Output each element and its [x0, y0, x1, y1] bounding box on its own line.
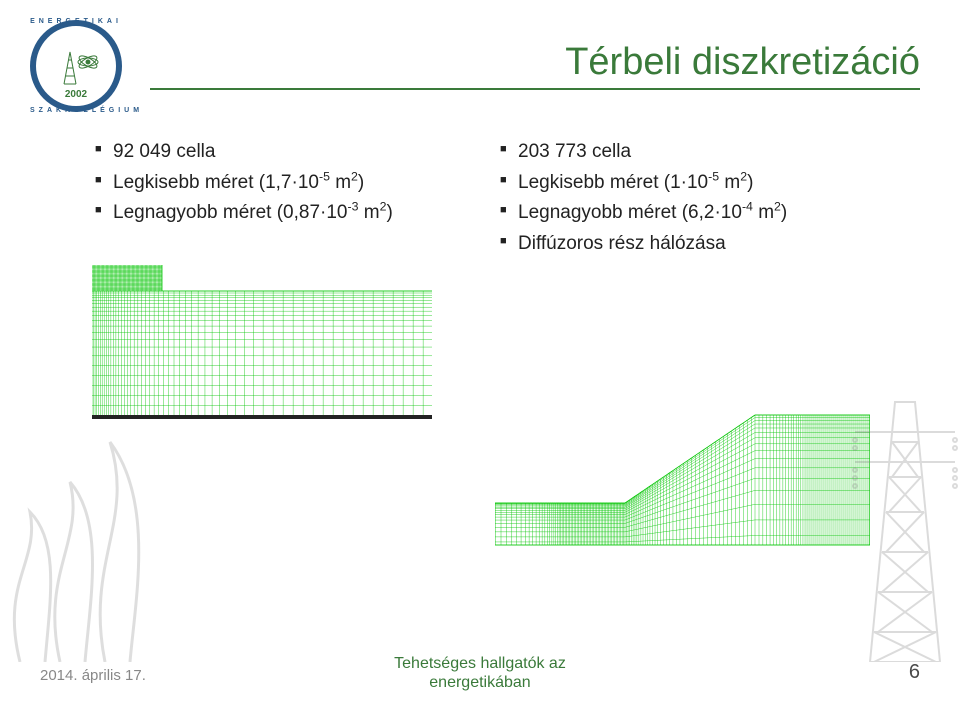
bullet-list-right: 203 773 cella Legkisebb méret (1·10-5 m2…: [500, 140, 880, 257]
bullet-column-right: 203 773 cella Legkisebb méret (1·10-5 m2…: [500, 140, 880, 263]
mesh-figure-left: [92, 265, 432, 425]
list-item: Legnagyobb méret (0,87·10-3 m2): [95, 201, 475, 226]
logo-arc-top: ENERGETIKAI: [30, 18, 122, 25]
bullet-list-left: 92 049 cella Legkisebb méret (1,7·10-5 m…: [95, 140, 475, 226]
footer-page-number: 6: [909, 661, 920, 684]
list-item: 203 773 cella: [500, 140, 880, 165]
title-row: Térbeli diszkretizáció: [150, 30, 920, 90]
logo-year: 2002: [30, 89, 122, 100]
list-item: Legkisebb méret (1,7·10-5 m2): [95, 171, 475, 196]
logo-glyph: [50, 40, 102, 92]
list-item: Legkisebb méret (1·10-5 m2): [500, 171, 880, 196]
list-item: Legnagyobb méret (6,2·10-4 m2): [500, 201, 880, 226]
org-logo: ENERGETIKAI 2002 SZAKKOLLÉGIUM: [30, 20, 122, 112]
list-item: 92 049 cella: [95, 140, 475, 165]
bullet-column-left: 92 049 cella Legkisebb méret (1,7·10-5 m…: [95, 140, 475, 232]
footer-date: 2014. április 17.: [40, 667, 146, 684]
list-item: Diffúzoros rész hálózása: [500, 232, 880, 257]
logo-arc-bottom: SZAKKOLLÉGIUM: [30, 107, 122, 114]
page-title: Térbeli diszkretizáció: [565, 41, 920, 84]
watermark-flames-icon: [0, 402, 190, 662]
watermark-tower-icon: [840, 362, 960, 662]
mesh-figure-right: [495, 395, 870, 555]
